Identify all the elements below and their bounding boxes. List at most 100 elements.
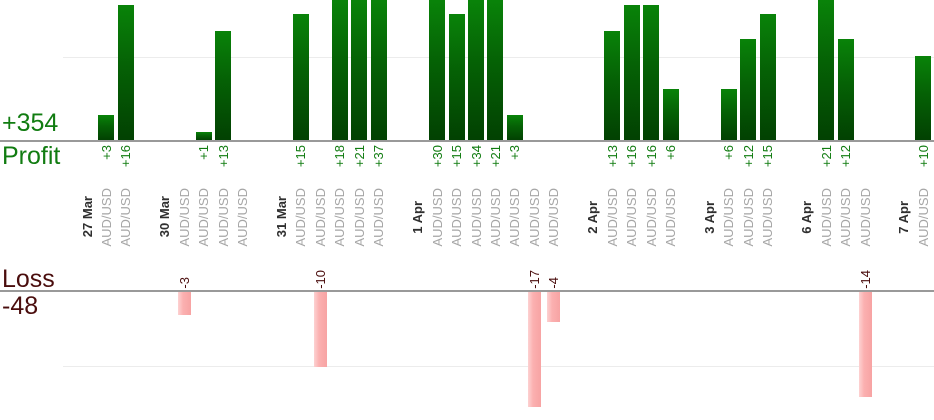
loss-bar[interactable] bbox=[527, 292, 541, 407]
profit-bar[interactable] bbox=[643, 5, 660, 140]
profit-bar[interactable] bbox=[604, 30, 621, 140]
loss-axis-title: Loss bbox=[2, 265, 55, 293]
profit-value-label: +12 bbox=[740, 145, 756, 168]
profit-value-label-wrap: +37 bbox=[369, 145, 389, 225]
profit-value-label-wrap: +15 bbox=[758, 145, 778, 225]
profit-value-label-wrap: +1 bbox=[194, 145, 214, 225]
profit-bar[interactable] bbox=[720, 89, 737, 140]
loss-value-label-wrap: -4 bbox=[544, 258, 564, 289]
profit-bar[interactable] bbox=[98, 114, 115, 140]
profit-bar[interactable] bbox=[117, 5, 134, 140]
profit-bar[interactable] bbox=[818, 0, 835, 140]
date-label-wrap: 30 Mar bbox=[155, 184, 175, 250]
profit-value-label: +15 bbox=[449, 145, 465, 168]
profit-bar[interactable] bbox=[292, 13, 309, 140]
profit-value-label: +34 bbox=[468, 145, 484, 168]
profit-value-label: +21 bbox=[351, 145, 367, 168]
profit-value-label: +3 bbox=[507, 145, 523, 160]
date-label: 7 Apr bbox=[896, 200, 912, 234]
profit-value-label-wrap: +16 bbox=[622, 145, 642, 225]
date-label-wrap: 2 Apr bbox=[583, 184, 603, 250]
profit-value-label: +15 bbox=[293, 145, 309, 168]
profit-bar[interactable] bbox=[662, 89, 679, 140]
date-label-wrap: 27 Mar bbox=[77, 184, 97, 250]
profit-bar[interactable] bbox=[487, 0, 504, 140]
symbol-label: AUD/USD bbox=[526, 187, 542, 247]
profit-bar[interactable] bbox=[759, 13, 776, 140]
profit-value-label-wrap: +12 bbox=[738, 145, 758, 225]
profit-value-label: +13 bbox=[215, 145, 231, 168]
profit-bar[interactable] bbox=[195, 131, 212, 140]
profit-value-label-wrap: +15 bbox=[447, 145, 467, 225]
profit-bar[interactable] bbox=[915, 55, 932, 140]
profit-bar[interactable] bbox=[370, 0, 387, 140]
profit-value-label: +16 bbox=[118, 145, 134, 168]
profit-value-label-wrap: +21 bbox=[816, 145, 836, 225]
profit-bar[interactable] bbox=[623, 5, 640, 140]
profit-value-label-wrap: +16 bbox=[116, 145, 136, 225]
profit-bar[interactable] bbox=[506, 114, 523, 140]
profit-value-label: +21 bbox=[818, 145, 834, 168]
profit-bar[interactable] bbox=[429, 0, 446, 140]
profit-value-label-wrap: +3 bbox=[96, 145, 116, 225]
loss-zero-line bbox=[0, 290, 934, 292]
profit-value-label: +6 bbox=[721, 145, 737, 160]
date-label-wrap: 3 Apr bbox=[699, 184, 719, 250]
profit-value-label: +13 bbox=[604, 145, 620, 168]
profit-value-label-wrap: +10 bbox=[913, 145, 933, 225]
date-label: 30 Mar bbox=[157, 196, 173, 238]
profit-axis-title: Profit bbox=[2, 142, 61, 170]
symbol-label: AUD/USD bbox=[312, 187, 328, 247]
date-label: 2 Apr bbox=[585, 200, 601, 234]
profit-bar[interactable] bbox=[468, 0, 484, 140]
loss-total: -48 bbox=[2, 292, 39, 320]
loss-bar[interactable] bbox=[313, 292, 327, 367]
profit-zero-line bbox=[0, 140, 934, 142]
profit-value-label: +12 bbox=[838, 145, 854, 168]
symbol-label: AUD/USD bbox=[857, 187, 873, 247]
profit-value-label: +15 bbox=[760, 145, 776, 168]
profit-bar[interactable] bbox=[215, 30, 232, 140]
loss-value-label: -10 bbox=[312, 270, 328, 289]
symbol-label-wrap: AUD/USD bbox=[544, 184, 564, 250]
profit-value-label-wrap: +13 bbox=[213, 145, 233, 225]
date-label-wrap: 31 Mar bbox=[272, 184, 292, 250]
profit-value-label: +18 bbox=[332, 145, 348, 168]
profit-value-label-wrap: +12 bbox=[836, 145, 856, 225]
profit-total: +354 bbox=[2, 109, 59, 137]
date-label-wrap: 1 Apr bbox=[408, 184, 428, 250]
profit-value-label-wrap: +21 bbox=[349, 145, 369, 225]
profit-value-label: +10 bbox=[915, 145, 931, 168]
loss-value-label-wrap: -14 bbox=[855, 258, 875, 289]
symbol-label: AUD/USD bbox=[546, 187, 562, 247]
profit-value-label-wrap: +21 bbox=[485, 145, 505, 225]
loss-gridline-minus10 bbox=[63, 366, 934, 367]
loss-bar[interactable] bbox=[177, 292, 191, 315]
profit-bar[interactable] bbox=[448, 13, 465, 140]
date-label: 1 Apr bbox=[410, 200, 426, 234]
profit-bar[interactable] bbox=[740, 38, 757, 140]
profit-bar[interactable] bbox=[351, 0, 368, 140]
loss-value-label: -14 bbox=[857, 270, 873, 289]
profit-bar[interactable] bbox=[837, 38, 854, 140]
profit-value-label: +16 bbox=[643, 145, 659, 168]
profit-value-label: +3 bbox=[98, 145, 114, 160]
loss-bar[interactable] bbox=[547, 292, 561, 322]
profit-value-label-wrap: +3 bbox=[505, 145, 525, 225]
loss-value-label: -4 bbox=[546, 277, 562, 289]
profit-value-label: +16 bbox=[624, 145, 640, 168]
symbol-label-wrap: AUD/USD bbox=[174, 184, 194, 250]
symbol-label-wrap: AUD/USD bbox=[855, 184, 875, 250]
date-label: 6 Apr bbox=[799, 200, 815, 234]
profit-value-label-wrap: +18 bbox=[330, 145, 350, 225]
profit-value-label: +1 bbox=[196, 145, 212, 160]
profit-value-label: +37 bbox=[371, 145, 387, 168]
loss-value-label: -17 bbox=[526, 270, 542, 289]
date-label: 31 Mar bbox=[274, 196, 289, 238]
loss-bar[interactable] bbox=[858, 292, 872, 397]
profit-value-label: +6 bbox=[663, 145, 678, 160]
profit-value-label: +30 bbox=[429, 145, 445, 168]
profit-bar[interactable] bbox=[331, 0, 348, 140]
symbol-label-wrap: AUD/USD bbox=[310, 184, 330, 250]
